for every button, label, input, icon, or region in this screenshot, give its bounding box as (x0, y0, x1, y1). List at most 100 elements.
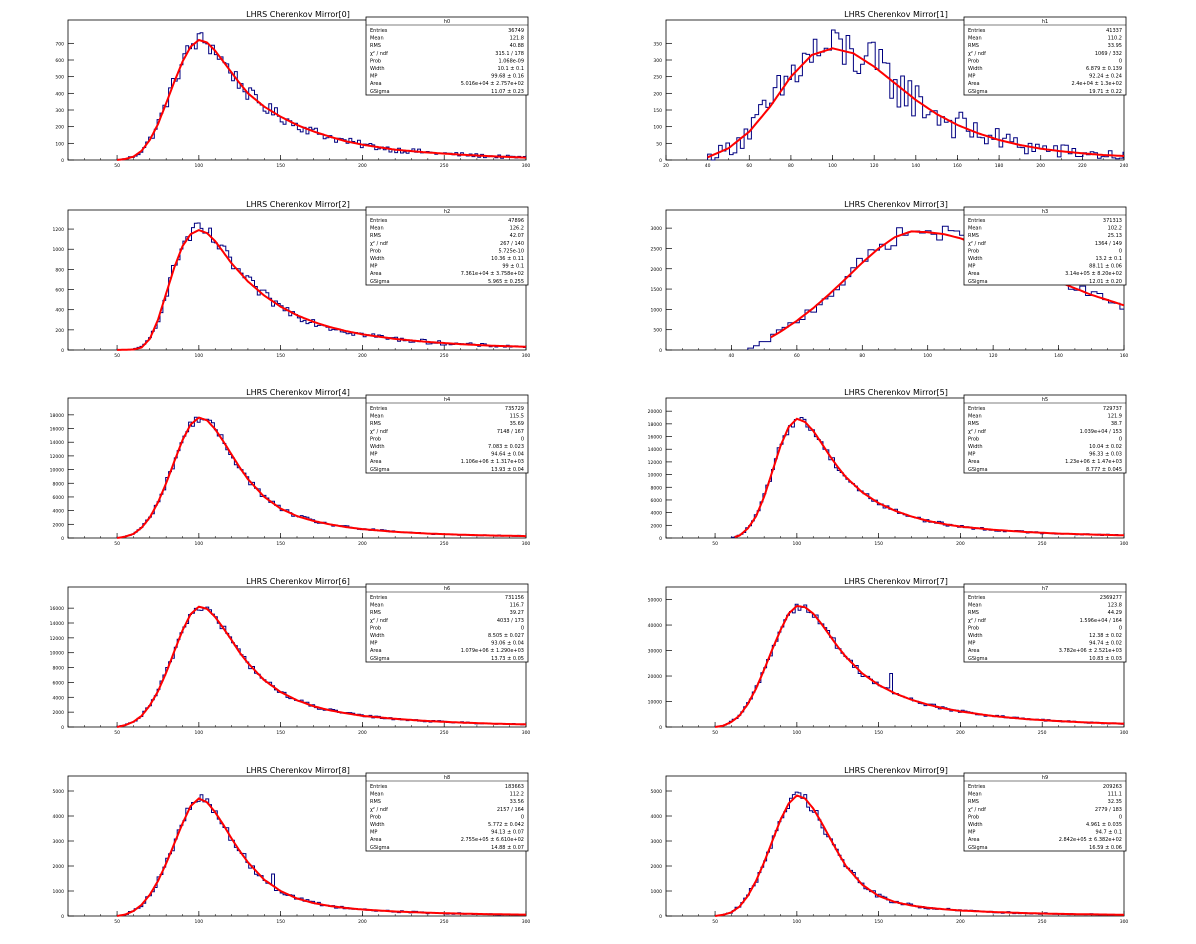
stats-value: 39.27 (510, 610, 524, 616)
y-tick-label: 2000 (53, 710, 65, 716)
stats-value: 88.11 ± 0.06 (1089, 264, 1122, 270)
y-tick-label: 12000 (50, 454, 64, 460)
y-tick-label: 12000 (50, 636, 64, 642)
x-tick-label: 250 (1038, 730, 1047, 736)
y-tick-label: 3000 (651, 839, 663, 845)
stats-label: Area (968, 271, 980, 277)
y-tick-label: 1000 (651, 307, 663, 313)
stats-value: 8.505 ± 0.027 (488, 633, 524, 639)
x-tick-label: 220 (1078, 163, 1087, 169)
fit-curve (714, 794, 1125, 917)
histogram-panel-0: LHRS Cherenkov Mirror[0] 0 100 200 300 400 500… (55, 10, 530, 169)
stats-label: RMS (370, 43, 381, 49)
x-tick-label: 160 (1120, 353, 1129, 359)
x-tick-label: 50 (114, 353, 120, 359)
y-tick-label: 400 (55, 308, 64, 314)
stats-label: GSigma (370, 467, 390, 473)
x-tick-label: 300 (522, 353, 531, 359)
x-tick-label: 20 (663, 163, 669, 169)
stats-label: Prob (370, 625, 381, 631)
stats-value: 96.33 ± 0.03 (1089, 452, 1122, 458)
stats-label: Width (370, 66, 385, 72)
y-tick-label: 150 (653, 108, 662, 114)
stats-label: Width (968, 256, 983, 262)
chart-title: LHRS Cherenkov Mirror[5] (844, 388, 948, 397)
chart-title: LHRS Cherenkov Mirror[8] (246, 766, 350, 775)
y-tick-label: 1000 (53, 889, 65, 895)
stats-label: Prob (370, 248, 381, 254)
stats-value: 25.13 (1108, 233, 1122, 239)
stats-label: Mean (968, 792, 982, 798)
stats-label: Area (370, 837, 382, 843)
stats-value: 267 / 140 (500, 241, 524, 247)
y-tick-label: 4000 (651, 511, 663, 517)
x-tick-label: 200 (956, 541, 965, 547)
y-tick-label: 0 (61, 914, 64, 920)
stats-label: Width (370, 256, 385, 262)
x-tick-label: 100 (195, 730, 204, 736)
x-tick-label: 100 (195, 541, 204, 547)
stats-box-title: h9 (1042, 775, 1048, 781)
chart-title: LHRS Cherenkov Mirror[7] (844, 577, 948, 586)
stats-value: 735729 (505, 406, 524, 412)
stats-value: 99 ± 0.1 (502, 264, 524, 270)
stats-value: 183663 (505, 784, 524, 790)
stats-label: χ² / ndf (370, 429, 388, 435)
stats-label: GSigma (968, 845, 988, 851)
stats-label: Prob (968, 58, 979, 64)
x-tick-label: 250 (440, 541, 449, 547)
x-tick-label: 200 (358, 730, 367, 736)
y-tick-label: 18000 (50, 413, 64, 419)
y-tick-label: 16000 (648, 435, 662, 441)
stats-label: Width (968, 633, 983, 639)
chart-title: LHRS Cherenkov Mirror[3] (844, 200, 948, 209)
x-tick-label: 200 (956, 919, 965, 925)
stats-box: h2 Entries 47896 Mean 126.2 RMS 42.07 χ² / ndf 2… (365, 206, 529, 286)
stats-label: RMS (370, 610, 381, 616)
stats-value: 0 (1119, 814, 1122, 820)
histogram-panel-4: LHRS Cherenkov Mirror[4]0200040006000800… (50, 388, 531, 547)
stats-label: χ² / ndf (968, 51, 986, 57)
y-tick-label: 5000 (53, 789, 65, 795)
x-tick-label: 80 (859, 353, 865, 359)
histogram-panel-1: LHRS Cherenkov Mirror[1]0501001502002503… (653, 10, 1128, 169)
stats-label: Prob (968, 625, 979, 631)
stats-value: 0 (521, 625, 524, 631)
stats-value: 7.361e+04 ± 3.758e+02 (461, 271, 524, 277)
stats-label: Mean (370, 603, 384, 609)
x-tick-label: 60 (746, 163, 752, 169)
x-tick-label: 120 (989, 353, 998, 359)
stats-value: 123.8 (1108, 603, 1122, 609)
stats-label: MP (968, 641, 975, 647)
stats-box: h0 Entries 36749 Mean 121.8 RMS 40.88 χ² / ndf 3… (365, 16, 529, 96)
stats-value: 731156 (505, 595, 524, 601)
histogram-panel-6: LHRS Cherenkov Mirror[6]0200040006000800… (50, 577, 531, 736)
stats-value: 2157 / 164 (497, 807, 524, 813)
stats-value: 44.29 (1108, 610, 1122, 616)
y-tick-label: 700 (55, 41, 64, 47)
x-tick-label: 100 (793, 919, 802, 925)
stats-label: Prob (968, 436, 979, 442)
y-tick-label: 4000 (53, 509, 65, 515)
stats-value: 1.596e+04 / 164 (1080, 618, 1122, 624)
stats-box: h9 Entries 209263 Mean 111.1 RMS 32.35 χ² / ndf… (963, 772, 1127, 852)
stats-value: 3.14e+05 ± 8.20e+02 (1065, 271, 1122, 277)
y-tick-label: 20000 (648, 674, 662, 680)
stats-label: MP (968, 830, 975, 836)
stats-value: 93.06 ± 0.04 (491, 641, 524, 647)
x-tick-label: 140 (1054, 353, 1063, 359)
stats-value: 4033 / 173 (497, 618, 524, 624)
chart-title: LHRS Cherenkov Mirror[1] (844, 10, 948, 19)
stats-value: 94.7 ± 0.1 (1096, 830, 1122, 836)
x-tick-label: 100 (195, 919, 204, 925)
y-tick-label: 3000 (53, 839, 65, 845)
x-tick-label: 250 (1038, 541, 1047, 547)
stats-value: 14.88 ± 0.07 (491, 845, 524, 851)
stats-label: χ² / ndf (370, 807, 388, 813)
x-tick-label: 100 (828, 163, 837, 169)
x-tick-label: 240 (1120, 163, 1129, 169)
stats-label: Mean (968, 36, 982, 42)
fit-curve (117, 229, 527, 351)
stats-value: 2.842e+05 ± 6.382e+02 (1059, 837, 1122, 843)
stats-box-frame (365, 583, 529, 663)
